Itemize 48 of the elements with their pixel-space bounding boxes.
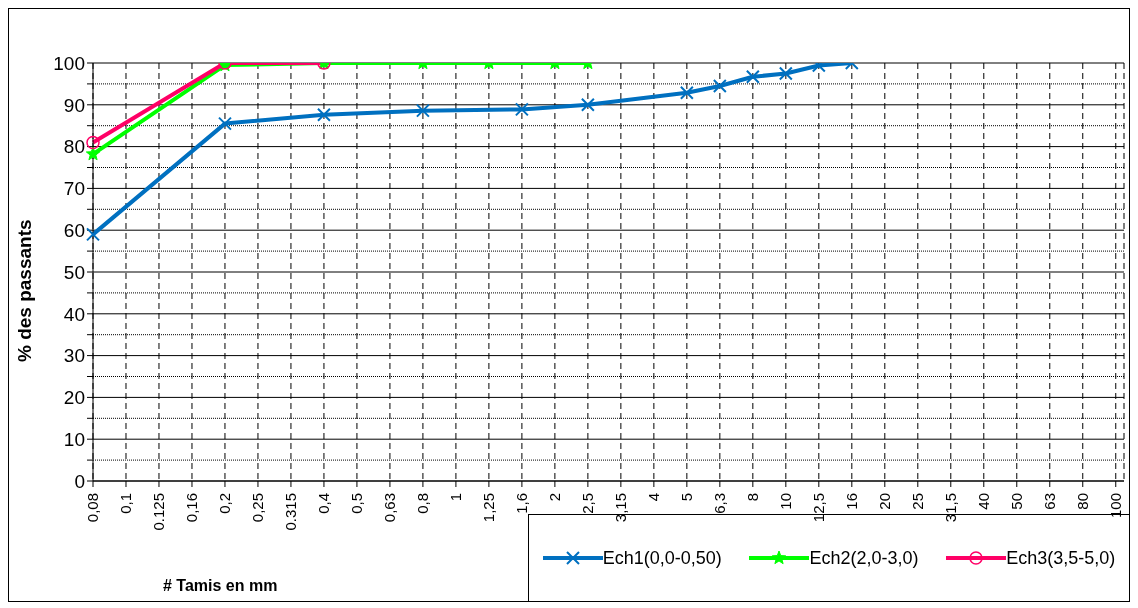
x-tick-label: 0,63 — [380, 493, 398, 523]
x-tick-label: 0,08 — [84, 493, 101, 523]
y-tick-label: 80 — [63, 136, 85, 158]
x-tick-label: 50 — [1007, 493, 1025, 510]
x-axis-title: # Tamis en mm — [163, 577, 278, 594]
x-tick-label: 8 — [743, 493, 761, 502]
x-tick-label: 1 — [446, 493, 464, 502]
x-tick-label: 3,15 — [611, 493, 629, 523]
y-tick-label: 60 — [63, 219, 85, 241]
x-tick-label: 1,25 — [479, 493, 497, 523]
x-tick-label: 1,6 — [512, 493, 530, 514]
y-tick-label: 100 — [53, 52, 85, 74]
y-tick-label: 30 — [63, 345, 85, 367]
x-tick-label: 40 — [974, 493, 992, 510]
x-tick-label: 0,16 — [182, 493, 200, 523]
x-tick-label: 6,3 — [710, 493, 728, 514]
legend-label: Ech2(2,0-3,0) — [809, 547, 919, 569]
x-tick-label: 0,8 — [413, 493, 431, 514]
x-tick-label: 63 — [1040, 493, 1058, 510]
legend-label: Ech3(3,5-5,0) — [1006, 547, 1116, 569]
y-tick-label: 10 — [63, 428, 85, 450]
x-tick-label: 0,4 — [314, 493, 332, 514]
y-tick-label: 0 — [74, 470, 85, 492]
x-tick-label: 4 — [644, 493, 662, 502]
y-tick-label: 40 — [63, 303, 85, 325]
y-tick-label: 70 — [63, 178, 85, 200]
x-tick-label: 0.315 — [281, 493, 299, 531]
x-tick-label: 80 — [1073, 493, 1091, 510]
y-axis-title: % des passants — [13, 219, 35, 362]
x-tick-label: 16 — [842, 493, 860, 510]
y-tick-label: 90 — [63, 94, 85, 116]
x-tick-label: 0,5 — [347, 493, 365, 514]
x-tick-label: 0,1 — [116, 493, 134, 514]
x-tick-label: 10 — [776, 493, 794, 510]
x-tick-label: 25 — [908, 493, 926, 510]
y-tick-label: 20 — [63, 387, 85, 409]
x-tick-label: 0.125 — [149, 493, 167, 531]
x-tick-label: 31,5 — [941, 493, 959, 523]
x-tick-label: 5 — [677, 493, 695, 502]
x-tick-label: 0,25 — [248, 493, 266, 523]
y-tick-label: 50 — [63, 261, 85, 283]
x-tick-label: 20 — [875, 493, 893, 510]
x-tick-label: 12,5 — [809, 493, 827, 523]
x-tick-label: 0,2 — [215, 493, 233, 514]
x-tick-label: 2,5 — [578, 493, 596, 514]
x-tick-label: 2 — [545, 493, 563, 502]
x-tick-label: 100 — [1106, 493, 1124, 519]
legend-label: Ech1(0,0-0,50) — [602, 547, 722, 569]
